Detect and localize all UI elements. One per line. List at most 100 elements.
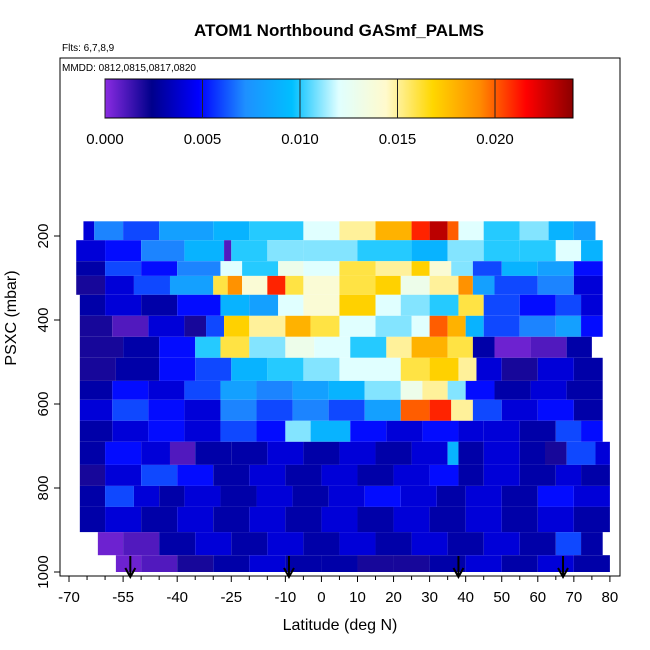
heatmap-cell bbox=[573, 555, 610, 572]
heatmap-cell bbox=[483, 464, 520, 486]
heatmap-cell bbox=[581, 294, 603, 316]
heatmap-cell bbox=[177, 464, 214, 486]
heatmap-cell bbox=[195, 336, 221, 358]
heatmap-cell bbox=[411, 315, 430, 337]
heatmap-cell bbox=[537, 555, 574, 572]
colorbar-tick-label: 0.000 bbox=[86, 131, 124, 148]
heatmap-cell bbox=[357, 240, 412, 262]
heatmap-cell bbox=[79, 315, 113, 337]
heatmap-cell bbox=[519, 464, 556, 486]
heatmap-cell bbox=[184, 240, 225, 262]
heatmap-cell bbox=[195, 532, 232, 556]
heatmap-cell bbox=[411, 441, 448, 465]
heatmap-cell bbox=[595, 441, 610, 465]
heatmap-cell bbox=[472, 275, 495, 295]
heatmap-cell bbox=[483, 441, 520, 465]
heatmap-cell bbox=[184, 485, 221, 507]
heatmap-cell bbox=[105, 464, 142, 486]
heatmap-cell bbox=[112, 399, 149, 421]
heatmap-cell bbox=[292, 380, 329, 400]
heatmap-cell bbox=[184, 315, 207, 337]
profile-marker-arrowhead bbox=[557, 567, 569, 580]
heatmap-cell bbox=[472, 399, 502, 421]
heatmap-cell bbox=[429, 399, 452, 421]
heatmap-cell bbox=[141, 506, 178, 533]
heatmap-cell bbox=[429, 221, 448, 241]
heatmap-cell bbox=[105, 506, 142, 533]
heatmap-cell bbox=[278, 294, 304, 316]
heatmap-cell bbox=[79, 420, 113, 442]
heatmap-cell bbox=[220, 261, 243, 276]
heatmap-cell bbox=[133, 485, 160, 507]
heatmap-cell bbox=[530, 336, 567, 358]
heatmap-cell bbox=[213, 275, 228, 295]
y-axis-label: PSXC (mbar) bbox=[3, 270, 20, 365]
heatmap-cell bbox=[411, 221, 430, 241]
heatmap-cell bbox=[267, 532, 304, 556]
heatmap-cell bbox=[105, 485, 134, 507]
colorbar-tick-label: 0.005 bbox=[184, 131, 222, 148]
heatmap-cell bbox=[375, 221, 412, 241]
heatmap-cell bbox=[501, 399, 538, 421]
x-tick-label: -10 bbox=[275, 589, 297, 606]
heatmap-cell bbox=[386, 336, 412, 358]
y-tick-label: 200 bbox=[35, 223, 52, 248]
heatmap-cell bbox=[566, 441, 596, 465]
heatmap-cell bbox=[519, 532, 556, 556]
heatmap-cell bbox=[79, 464, 106, 486]
heatmap-cell bbox=[249, 555, 286, 572]
heatmap-cell bbox=[436, 485, 466, 507]
heatmap-cell bbox=[112, 420, 149, 442]
colorbar-tick-label: 0.010 bbox=[281, 131, 319, 148]
heatmap-cell bbox=[177, 261, 221, 276]
heatmap-cell bbox=[451, 399, 473, 421]
heatmap-cell bbox=[94, 221, 124, 241]
heatmap-cell bbox=[105, 240, 142, 262]
heatmap-cell bbox=[278, 261, 304, 276]
heatmap-cell bbox=[447, 221, 459, 241]
heatmap-cell bbox=[169, 441, 196, 465]
heatmap-cell bbox=[123, 221, 160, 241]
heatmap-cell bbox=[220, 294, 250, 316]
heatmap-cell bbox=[483, 294, 520, 316]
heatmap-cell bbox=[483, 240, 520, 262]
heatmap-cell bbox=[400, 357, 430, 381]
heatmap-cell bbox=[447, 441, 459, 465]
heatmap-cell bbox=[350, 336, 387, 358]
heatmap-cell bbox=[123, 336, 160, 358]
heatmap-cell bbox=[465, 315, 484, 337]
heatmap-cell bbox=[501, 261, 538, 276]
x-axis-label: Latitude (deg N) bbox=[283, 617, 398, 634]
heatmap-cell bbox=[458, 357, 477, 381]
heatmap-cell bbox=[285, 464, 322, 486]
heatmap-cell bbox=[375, 294, 401, 316]
heatmap-cell bbox=[177, 506, 214, 533]
heatmap-cell bbox=[581, 315, 603, 337]
heatmap-cell bbox=[105, 294, 142, 316]
heatmap-cell bbox=[483, 420, 520, 442]
heatmap-cell bbox=[213, 464, 250, 486]
heatmap-cell bbox=[393, 506, 430, 533]
heatmap-cell bbox=[429, 506, 466, 533]
x-tick-label: 0 bbox=[317, 589, 325, 606]
heatmap-cell bbox=[400, 294, 430, 316]
heatmap-cell bbox=[141, 240, 185, 262]
heatmap-cell bbox=[195, 357, 232, 381]
heatmap-cell bbox=[159, 485, 185, 507]
heatmap-cell bbox=[494, 275, 538, 295]
heatmap-cell bbox=[159, 221, 214, 241]
heatmap-cell bbox=[400, 485, 437, 507]
y-tick-label: 600 bbox=[35, 391, 52, 416]
heatmap-cell bbox=[555, 420, 582, 442]
heatmap-cell bbox=[573, 399, 603, 421]
heatmap-cell bbox=[364, 399, 401, 421]
heatmap-cell bbox=[447, 240, 484, 262]
heatmap-cell bbox=[83, 221, 95, 241]
heatmap-cell bbox=[115, 555, 142, 572]
heatmap-cell bbox=[458, 420, 484, 442]
heatmap-cell bbox=[177, 555, 214, 572]
plot-frame bbox=[59, 57, 621, 577]
heatmap-cell bbox=[79, 441, 106, 465]
profile-marker-arrowhead bbox=[124, 567, 137, 580]
heatmap-cell bbox=[285, 555, 322, 572]
